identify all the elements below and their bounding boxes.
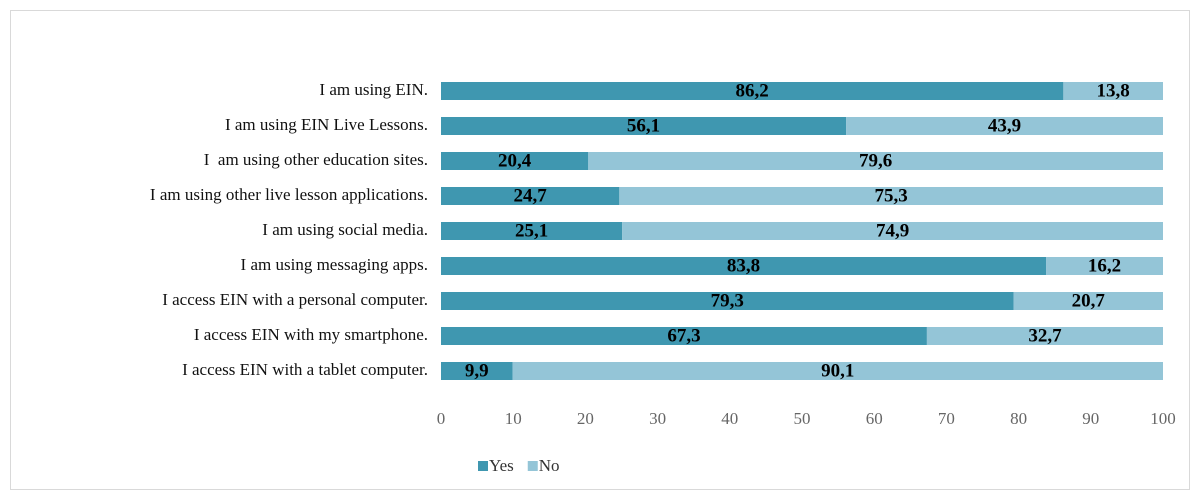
bar-segment bbox=[441, 292, 1014, 310]
data-label: 75,3 bbox=[875, 185, 908, 206]
data-label: 79,6 bbox=[859, 150, 892, 171]
y-tick-label: I am using social media. bbox=[262, 220, 428, 239]
bar-segment bbox=[1013, 292, 1163, 310]
data-label: 32,7 bbox=[1028, 325, 1062, 346]
y-tick-label: I access EIN with my smartphone. bbox=[194, 325, 428, 344]
data-label: 24,7 bbox=[514, 185, 548, 206]
bar-segment bbox=[1063, 82, 1163, 100]
legend-label: Yes bbox=[489, 456, 514, 475]
bar-segment bbox=[441, 222, 623, 240]
bar-segment bbox=[441, 152, 589, 170]
data-label: 86,2 bbox=[736, 80, 769, 101]
y-tick-label: I am using EIN. bbox=[319, 80, 428, 99]
bar-segment bbox=[622, 222, 1163, 240]
data-label: 74,9 bbox=[876, 220, 909, 241]
y-tick-label: I am using other live lesson application… bbox=[150, 185, 428, 204]
bar-segment bbox=[441, 362, 513, 380]
bar-segment bbox=[441, 117, 847, 135]
x-tick-label: 50 bbox=[794, 409, 811, 428]
bar-segment bbox=[588, 152, 1163, 170]
y-tick-label: I am using EIN Live Lessons. bbox=[225, 115, 428, 134]
bar-segment bbox=[1046, 257, 1163, 275]
bar-segment bbox=[846, 117, 1163, 135]
bar-segment bbox=[441, 82, 1064, 100]
data-label: 20,7 bbox=[1072, 290, 1106, 311]
data-label: 67,3 bbox=[667, 325, 700, 346]
x-tick-label: 40 bbox=[721, 409, 738, 428]
x-tick-label: 20 bbox=[577, 409, 594, 428]
x-tick-label: 70 bbox=[938, 409, 955, 428]
y-tick-label: I am using messaging apps. bbox=[241, 255, 428, 274]
x-tick-label: 80 bbox=[1010, 409, 1027, 428]
data-label: 43,9 bbox=[988, 115, 1021, 136]
x-tick-label: 10 bbox=[505, 409, 522, 428]
data-label: 90,1 bbox=[821, 360, 854, 381]
data-label: 13,8 bbox=[1097, 80, 1130, 101]
data-label: 79,3 bbox=[711, 290, 744, 311]
bar-segment bbox=[619, 187, 1163, 205]
bar-segment bbox=[441, 327, 927, 345]
data-label: 16,2 bbox=[1088, 255, 1121, 276]
data-label: 56,1 bbox=[627, 115, 660, 136]
data-label: 9,9 bbox=[465, 360, 489, 381]
x-tick-label: 90 bbox=[1082, 409, 1099, 428]
x-tick-label: 0 bbox=[437, 409, 446, 428]
bar-segment bbox=[441, 187, 620, 205]
y-tick-label: I access EIN with a tablet computer. bbox=[182, 360, 428, 379]
legend-label: No bbox=[539, 456, 560, 475]
x-tick-label: 30 bbox=[649, 409, 666, 428]
data-label: 25,1 bbox=[515, 220, 548, 241]
y-tick-label: I access EIN with a personal computer. bbox=[162, 290, 428, 309]
bar-segment bbox=[926, 327, 1163, 345]
bar-segment bbox=[441, 257, 1047, 275]
x-tick-label: 100 bbox=[1150, 409, 1176, 428]
data-label: 20,4 bbox=[498, 150, 532, 171]
bar-segment bbox=[512, 362, 1163, 380]
x-tick-label: 60 bbox=[866, 409, 883, 428]
legend-swatch bbox=[478, 461, 488, 471]
legend-swatch bbox=[527, 461, 538, 471]
data-label: 83,8 bbox=[727, 255, 760, 276]
y-tick-label: I am using other education sites. bbox=[204, 150, 428, 169]
